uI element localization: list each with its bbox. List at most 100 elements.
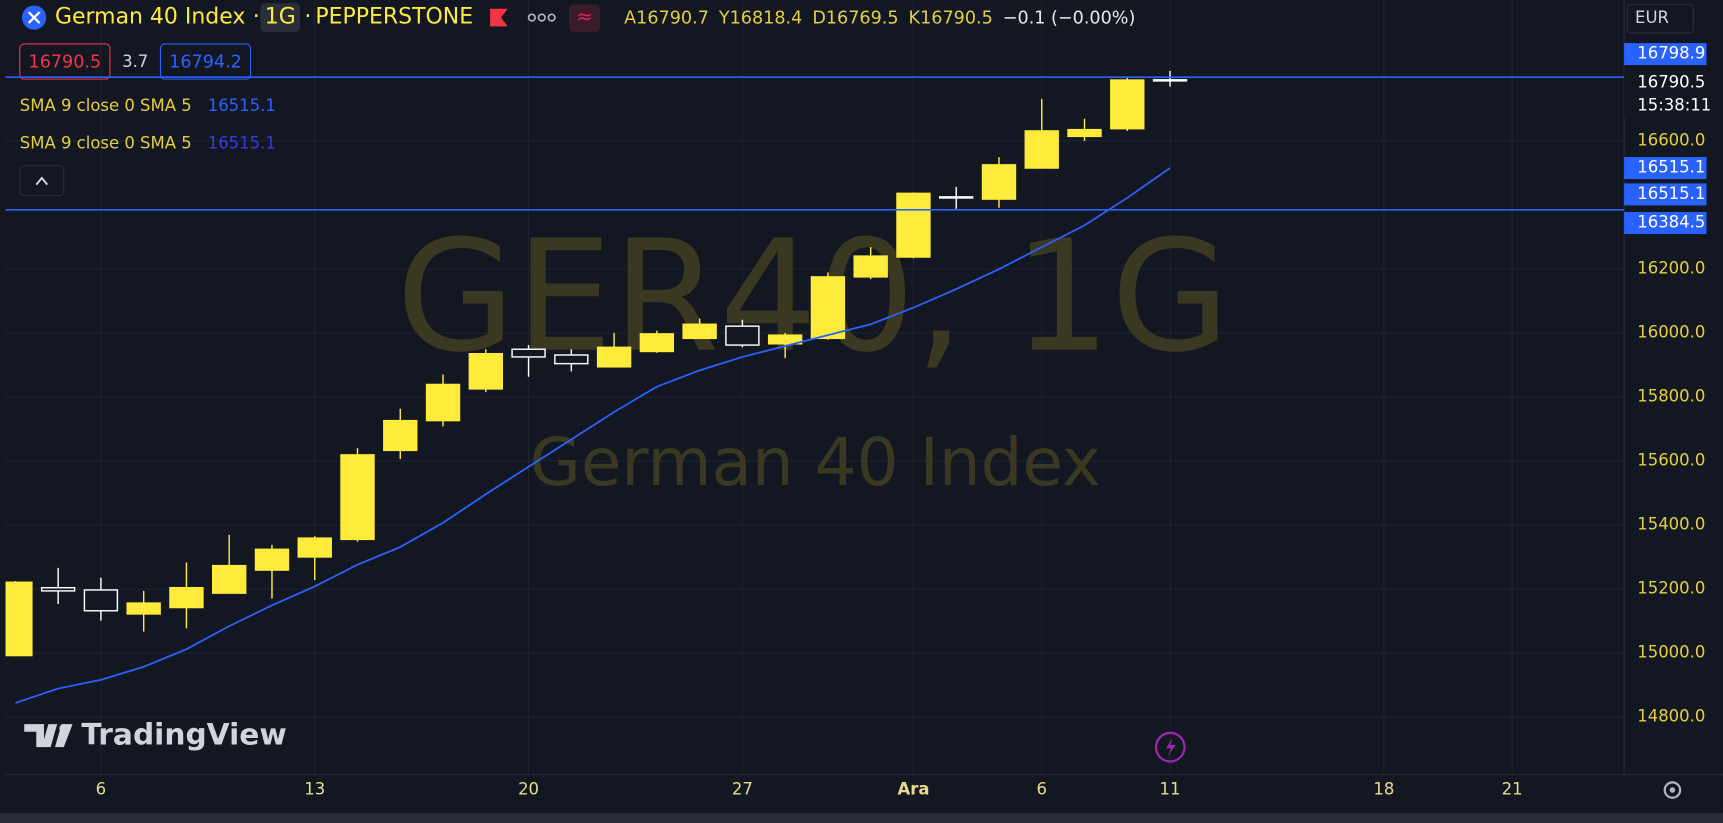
symbol-name[interactable]: German 40 Index (55, 5, 245, 30)
y-tick-label: 15800.0 (1637, 386, 1705, 405)
sell-price[interactable]: 16790.5 (29, 53, 102, 73)
candle-body (1110, 79, 1145, 130)
ohlc-label: D (812, 9, 826, 29)
plot-area (5, 70, 1188, 704)
dot (537, 13, 546, 22)
candle-body (639, 333, 675, 353)
candle-body (1152, 79, 1188, 82)
dot (527, 13, 536, 22)
change: −0.1 (−0.00%) (1003, 9, 1136, 29)
hline-price-label-box (1624, 43, 1707, 66)
candle-body (83, 589, 119, 612)
countdown-label: 15:38:11 (1637, 96, 1711, 115)
candle-body (383, 419, 418, 452)
compare-icon[interactable]: ≈ (576, 5, 593, 28)
y-tick-label: 14800.0 (1637, 707, 1705, 726)
candle-body (1067, 128, 1102, 138)
symbol-icon-glyph (27, 11, 41, 24)
candle-body (169, 586, 204, 609)
flag-icon[interactable] (490, 8, 508, 27)
x-tick-label: 11 (1160, 780, 1181, 799)
collapse-button[interactable] (19, 165, 65, 197)
candle-body (40, 586, 76, 592)
candle-body (896, 192, 931, 258)
watermark-subtitle: German 40 Index (530, 424, 1101, 501)
candle-body (853, 255, 888, 278)
logo-text: TradingView (81, 717, 286, 752)
indicator-name[interactable]: SMA 9 close 0 SMA 5 (20, 133, 192, 152)
ohlc: A16790.7 Y16818.4 D16769.5 K16790.5 −0.1… (624, 9, 1135, 29)
candle-body (554, 354, 589, 365)
y-tick-label: 15400.0 (1637, 514, 1705, 533)
spread: 3.7 (122, 52, 148, 71)
hline-price-label: 16798.9 (1637, 44, 1705, 63)
candle-body (810, 276, 846, 340)
ohlc-value: 16769.5 (826, 9, 899, 29)
ohlc-value: 16818.4 (730, 9, 803, 29)
events-icon[interactable] (1154, 731, 1186, 763)
candle-body (767, 334, 803, 345)
candle-body (511, 348, 546, 358)
indicator-value: 16515.1 (208, 133, 276, 152)
interval-box[interactable] (260, 3, 301, 32)
y-tick-label: 16600.0 (1637, 130, 1705, 149)
interval[interactable]: 1G (265, 5, 296, 30)
candle-body (468, 353, 503, 390)
x-tick-label: 27 (732, 780, 753, 799)
last-price-label: 16790.5 (1637, 73, 1705, 92)
x-tick-label: 6 (96, 780, 106, 799)
indicator-name[interactable]: SMA 9 close 0 SMA 5 (20, 96, 192, 115)
candle-body (425, 383, 461, 422)
compare-box[interactable] (569, 4, 600, 32)
ohlc-label: K (909, 9, 921, 29)
y-tick-label: 15000.0 (1637, 643, 1705, 662)
y-tick-label: 16200.0 (1637, 258, 1705, 277)
candle-body (1024, 130, 1059, 169)
settings-icon[interactable] (1663, 781, 1682, 799)
settings-dot (1669, 787, 1676, 793)
separator: · (304, 5, 311, 30)
candle-body (596, 346, 632, 368)
candle-body (126, 602, 161, 615)
candle-body (5, 581, 33, 657)
more-button[interactable] (527, 13, 556, 22)
countdown-label-box (1624, 95, 1707, 118)
buy-box[interactable] (159, 43, 252, 80)
bottom-border (0, 813, 1723, 823)
ohlc-label: Y (718, 9, 730, 29)
y-tick-label: 16000.0 (1637, 322, 1705, 341)
indicator-price-label: 16515.1 (1637, 158, 1705, 177)
logo (24, 724, 73, 748)
indicator-price-label-box (1624, 183, 1707, 206)
ohlc-value: 16790.5 (920, 9, 993, 29)
events-glyph (1165, 738, 1176, 756)
candle-body (939, 196, 974, 199)
dot (547, 13, 556, 22)
collapse-chevron (35, 176, 49, 186)
y-tick-label: 15200.0 (1637, 578, 1705, 597)
x-tick-label: 18 (1373, 780, 1394, 799)
axes: 14800.0 15000.0 15200.0 15400.0 15600.0 15800… (96, 43, 1711, 799)
x-tick-label: Ara (897, 780, 929, 799)
candle-body (340, 454, 375, 541)
currency-box[interactable] (1626, 3, 1694, 34)
candle-body (297, 537, 332, 558)
indicator-value: 16515.1 (208, 96, 276, 115)
grid (5, 0, 1625, 775)
buy-price[interactable]: 16794.2 (169, 53, 242, 73)
logo-mark (24, 724, 58, 748)
ohlc-label: A (624, 9, 636, 29)
y-tick-label: 15600.0 (1637, 450, 1705, 469)
candle-body (682, 323, 717, 340)
sell-box[interactable] (19, 43, 111, 80)
hline-price-label: 16384.5 (1637, 213, 1705, 232)
x-tick-label: 20 (518, 780, 539, 799)
currency[interactable]: EUR (1635, 8, 1669, 27)
candle-body (725, 325, 760, 346)
indicator-price-label-box (1624, 157, 1707, 180)
last-price-label-box (1624, 72, 1707, 95)
candle-body (254, 548, 290, 571)
